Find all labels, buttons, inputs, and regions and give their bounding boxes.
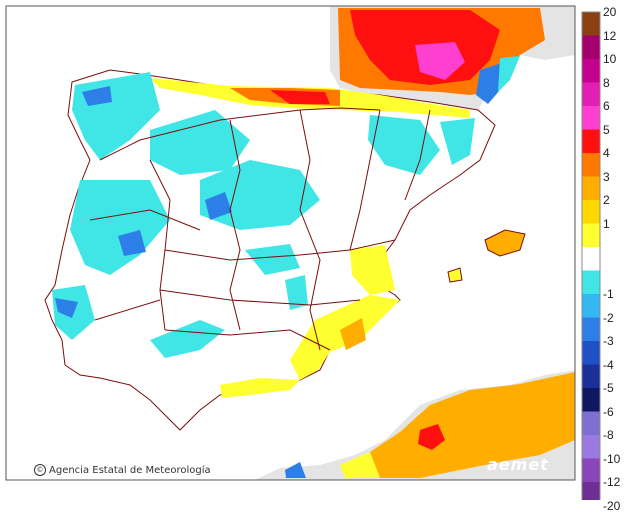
legend-label: -10 bbox=[603, 451, 621, 466]
north-coast-red bbox=[270, 90, 330, 104]
ebro-cyan bbox=[368, 115, 440, 175]
legend-outline bbox=[581, 11, 601, 500]
legend-label: -4 bbox=[603, 357, 614, 372]
legend-label: -8 bbox=[603, 428, 614, 442]
legend-swatch-minus10 bbox=[582, 435, 600, 459]
ibiza bbox=[447, 267, 463, 283]
legend-swatch-1 bbox=[582, 223, 600, 247]
legend-label: 12 bbox=[603, 28, 617, 43]
plateau-cyan-1 bbox=[150, 110, 250, 175]
galicia-blue bbox=[82, 86, 112, 106]
legend-label: 10 bbox=[603, 52, 617, 66]
legend-label: -6 bbox=[603, 404, 614, 419]
credit-line: © Agencia Estatal de Meteorología bbox=[34, 464, 211, 476]
legend-label: -1 bbox=[603, 287, 614, 301]
legend-swatch-5 bbox=[582, 129, 600, 153]
credit-text: Agencia Estatal de Meteorología bbox=[49, 464, 211, 476]
africa-anomaly-blue bbox=[285, 462, 306, 478]
legend-label: 4 bbox=[603, 146, 610, 160]
aemet-logo: aemet bbox=[487, 455, 549, 474]
andalusia-cyan bbox=[150, 320, 225, 358]
murcia-orange bbox=[340, 318, 366, 350]
legend-swatch-20 bbox=[582, 12, 600, 36]
france-anomaly-blue bbox=[476, 62, 505, 104]
legend-label: 6 bbox=[603, 99, 610, 113]
legend-swatch-minus12 bbox=[582, 458, 600, 482]
legend-label: 5 bbox=[603, 122, 610, 137]
legend-swatch-3 bbox=[582, 176, 600, 200]
legend-label: 1 bbox=[603, 216, 610, 231]
west-cyan bbox=[70, 180, 170, 275]
region-borders bbox=[89, 107, 431, 351]
mallorca bbox=[484, 229, 526, 257]
legend-label: -12 bbox=[603, 475, 621, 489]
africa-anomaly-red bbox=[418, 424, 445, 450]
legend-swatch-neutral bbox=[582, 247, 600, 271]
legend-swatch-minus20 bbox=[582, 482, 600, 500]
africa-anomaly-orange bbox=[370, 372, 575, 478]
legend-label: -2 bbox=[603, 310, 614, 325]
africa-anomaly-yellow bbox=[340, 452, 380, 478]
center-cyan bbox=[245, 244, 300, 275]
legend-label: -20 bbox=[603, 498, 621, 513]
legend-swatch-minus5 bbox=[582, 364, 600, 388]
legend-swatch-8 bbox=[582, 82, 600, 106]
map-border bbox=[5, 5, 576, 481]
legend-swatch-minus6 bbox=[582, 388, 600, 412]
legend-swatch-minus4 bbox=[582, 341, 600, 365]
legend-swatch-minus3 bbox=[582, 317, 600, 341]
france-anomaly-cyan bbox=[498, 56, 520, 92]
legend-label: 8 bbox=[603, 75, 610, 90]
legend-swatch-2 bbox=[582, 200, 600, 224]
legend-swatch-4 bbox=[582, 153, 600, 177]
legend-swatch-10 bbox=[582, 59, 600, 83]
legend-swatch-minus2 bbox=[582, 294, 600, 318]
legend-label: 3 bbox=[603, 169, 610, 184]
south-coast-yellow bbox=[220, 378, 300, 398]
west-blue bbox=[118, 230, 146, 256]
legend-swatch-minus1 bbox=[582, 270, 600, 294]
lisbon-blue bbox=[55, 298, 78, 318]
copyright-icon: © bbox=[34, 464, 46, 476]
legend-color-bar bbox=[581, 11, 601, 500]
la-mancha-cyan bbox=[285, 275, 308, 310]
legend-label: 20 bbox=[603, 5, 617, 19]
france-anomaly-pink bbox=[415, 42, 465, 80]
legend-swatch-minus8 bbox=[582, 411, 600, 435]
valencia-yellow bbox=[350, 245, 395, 295]
legend-swatch-12 bbox=[582, 35, 600, 59]
catalonia-cyan bbox=[440, 118, 475, 165]
anomaly-map bbox=[5, 5, 601, 500]
legend-swatch-6 bbox=[582, 106, 600, 130]
plateau-blue-1 bbox=[205, 192, 232, 220]
legend-label: -3 bbox=[603, 334, 614, 348]
legend-label: 2 bbox=[603, 193, 610, 207]
legend-label: -5 bbox=[603, 381, 614, 395]
